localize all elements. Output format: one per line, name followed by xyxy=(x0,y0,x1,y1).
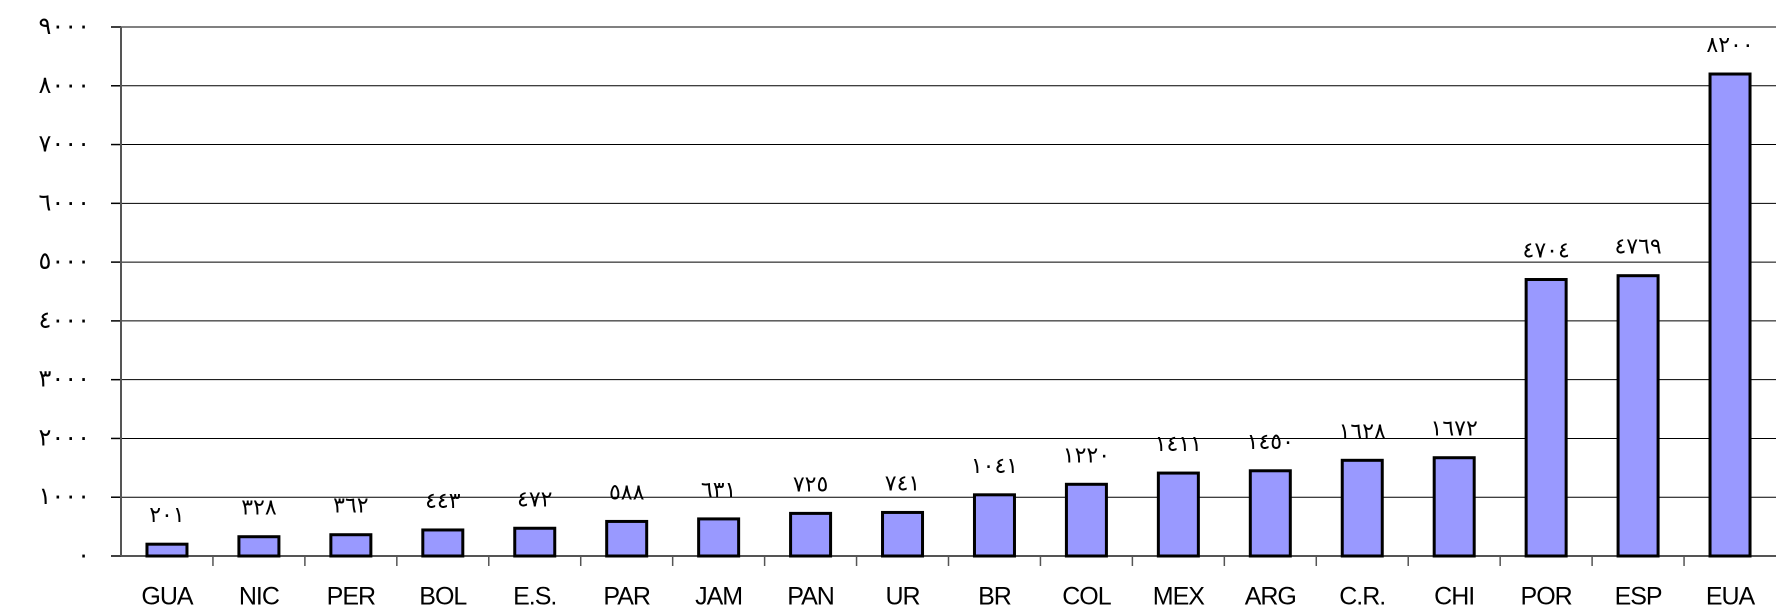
x-tick-label: ESP xyxy=(1615,583,1662,611)
bar xyxy=(1432,456,1476,558)
y-tick-label: ٣٠٠٠ xyxy=(38,365,90,393)
value-label: ٤٧٠٤ xyxy=(1523,239,1570,264)
bar xyxy=(513,526,557,558)
value-label: ١٦٧٢ xyxy=(1431,417,1478,442)
value-label: ٢٠١ xyxy=(149,503,184,528)
bar xyxy=(697,517,741,558)
y-tick-label: ٨٠٠٠ xyxy=(38,71,90,99)
bar xyxy=(1248,469,1292,558)
y-tick-label: ٩٠٠٠ xyxy=(38,12,90,40)
x-tick-label: PER xyxy=(327,583,375,611)
value-label: ١٠٤١ xyxy=(971,454,1018,479)
x-tick-label: EUA xyxy=(1706,583,1756,611)
x-tick-label: PAR xyxy=(603,583,650,611)
value-label: ٥٨٨ xyxy=(609,480,645,505)
x-tick-label: MEX xyxy=(1153,583,1206,611)
x-tick-label: CHI xyxy=(1434,583,1474,611)
value-label: ٨٢٠٠ xyxy=(1706,33,1753,58)
bar xyxy=(1156,471,1200,558)
value-label: ٦٣١ xyxy=(701,478,736,503)
bar xyxy=(1524,278,1568,558)
y-tick-label: ٠ xyxy=(77,541,90,569)
value-label: ٣٦٢ xyxy=(333,494,368,519)
value-label: ٧٤١ xyxy=(885,471,920,496)
value-label: ٤٤٣ xyxy=(425,489,461,514)
y-tick-label: ١٠٠٠ xyxy=(38,482,90,510)
y-tick-label: ٧٠٠٠ xyxy=(38,130,90,158)
x-tick-label: BOL xyxy=(419,583,467,611)
x-tick-label: ARG xyxy=(1245,583,1296,611)
x-tick-label: NIC xyxy=(239,583,280,611)
bar xyxy=(1340,458,1384,558)
value-label: ٣٢٨ xyxy=(241,496,277,521)
x-tick-label: GUA xyxy=(141,583,194,611)
value-label: ٤٧٦٩ xyxy=(1614,235,1661,260)
bar xyxy=(237,535,281,558)
value-label: ١٤٥٠ xyxy=(1247,430,1294,455)
bar xyxy=(605,519,649,558)
bar xyxy=(1064,482,1108,558)
x-tick-label: JAM xyxy=(695,583,742,611)
bar xyxy=(1616,274,1660,558)
bar xyxy=(1708,72,1752,558)
y-tick-label: ٦٠٠٠ xyxy=(38,188,90,216)
x-tick-label: C.R. xyxy=(1339,583,1385,611)
x-tick-label: PAN xyxy=(787,583,834,611)
value-label: ١٤١١ xyxy=(1155,432,1202,457)
bar xyxy=(421,528,465,558)
x-tick-label: BR xyxy=(978,583,1011,611)
bar xyxy=(145,542,189,558)
value-label: ٧٢٥ xyxy=(793,472,828,497)
x-tick-label: E.S. xyxy=(513,583,556,611)
bar xyxy=(789,511,833,558)
y-tick-label: ٥٠٠٠ xyxy=(38,247,90,275)
bar xyxy=(329,533,373,558)
bar xyxy=(881,510,925,558)
y-tick-label: ٢٠٠٠ xyxy=(38,423,90,451)
x-tick-label: COL xyxy=(1062,583,1112,611)
value-label: ١٢٢٠ xyxy=(1063,443,1110,468)
y-tick-label: ٤٠٠٠ xyxy=(38,306,90,334)
value-label: ٤٧٢ xyxy=(517,487,552,512)
bar xyxy=(972,493,1016,558)
x-tick-label: POR xyxy=(1521,583,1572,611)
x-tick-label: UR xyxy=(885,583,919,611)
value-label: ١٦٢٨ xyxy=(1339,419,1386,444)
